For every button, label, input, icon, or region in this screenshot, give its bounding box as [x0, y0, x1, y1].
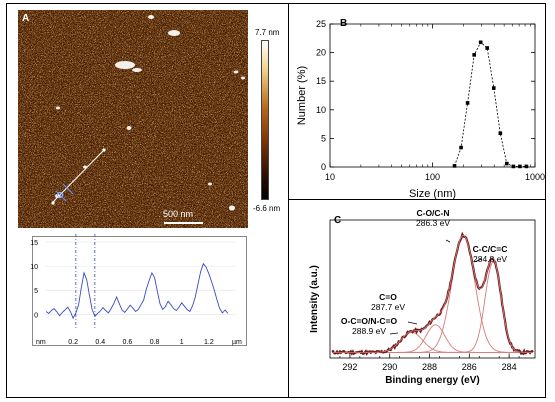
data-point	[511, 164, 516, 169]
x-tick-label: 1	[180, 339, 184, 346]
peak-annotation-arrow	[389, 332, 399, 335]
x-tick-label: 10	[325, 172, 335, 182]
size-distribution-chart: 0 5 10 15 20 25 10 100 1000 Size (nm) Number (%) B	[296, 18, 545, 200]
x-tick-label: 288	[422, 362, 437, 372]
peak-annotation-label: C-O/C-N	[416, 208, 449, 218]
x-tick-label: 1.2	[204, 339, 214, 346]
panel-label-a: A	[22, 13, 30, 24]
x-tick-label: 0.8	[150, 339, 160, 346]
height-profile-box	[32, 236, 247, 346]
height-profile-chart: 0 5 10 15 0.2 0.4 0.6 0.8 1 1.2 nm µm	[30, 234, 242, 346]
y-axis-label: nm	[36, 339, 46, 346]
data-point	[478, 40, 483, 45]
data-point	[472, 53, 476, 57]
colorbar-min-label: -6.6 nm	[253, 204, 281, 213]
y-tick-label: 10	[316, 105, 326, 115]
fit-envelope-line	[332, 234, 533, 353]
panel-divider-horizontal	[288, 199, 546, 200]
scalebar-label: 500 nm	[163, 209, 194, 219]
x-tick-label: 284	[502, 362, 517, 372]
x-axis-label: µm	[232, 339, 242, 346]
profile-series-line	[45, 262, 229, 320]
y-tick-label: 5	[34, 288, 38, 295]
data-point	[452, 164, 457, 168]
plot-frame	[329, 23, 536, 168]
x-tick-label: 0.6	[123, 339, 133, 346]
data-point	[465, 101, 470, 105]
peak-annotation-energy: 284.8 eV	[473, 254, 507, 264]
y-axis-label: Number (%)	[296, 66, 308, 125]
colorbar-max-label: 7.7 nm	[255, 28, 280, 37]
x-tick-label: 0.2	[68, 339, 78, 346]
peak-annotation-energy: 287.7 eV	[371, 302, 405, 312]
data-point	[491, 86, 496, 90]
data-point	[518, 164, 522, 169]
data-point	[485, 46, 490, 50]
peak-annotation-energy: 288.9 eV	[352, 326, 386, 336]
plot-frame	[329, 219, 536, 359]
peak-annotation-arrow	[473, 258, 483, 263]
y-tick-label: 20	[316, 48, 326, 58]
panel-divider-vertical	[288, 3, 289, 398]
x-tick-label: 1000	[525, 172, 545, 182]
data-point	[498, 131, 503, 136]
afm-panel: A 500 nm	[18, 10, 248, 228]
data-point	[459, 145, 463, 150]
y-tick-label: 0	[321, 162, 326, 172]
size-series-line	[454, 41, 527, 167]
colorbar	[261, 40, 269, 200]
x-axis-label: Size (nm)	[409, 188, 456, 200]
peak-annotation-arrow	[445, 239, 451, 243]
x-tick-label: 0.4	[95, 339, 105, 346]
x-tick-label: 100	[425, 172, 440, 182]
peak-annotation-arrow	[407, 321, 418, 325]
y-tick-label: 15	[316, 76, 326, 86]
y-tick-label: 10	[30, 264, 38, 271]
peak-annotation-label: C=O	[379, 292, 397, 302]
peak-annotation-label: C-C/C=C	[473, 244, 508, 254]
panel-label-c: C	[334, 215, 341, 226]
y-tick-label: 0	[34, 312, 38, 319]
figure-frame	[6, 3, 546, 398]
x-tick-label: 286	[462, 362, 477, 372]
y-tick-label: 15	[30, 240, 38, 247]
x-tick-label: 292	[342, 362, 357, 372]
data-point	[505, 161, 509, 166]
x-tick-label: 290	[382, 362, 397, 372]
xps-spectrum-chart: 292 290 288 286 284 Binding energy (eV) Intens…	[309, 208, 536, 386]
y-tick-label: 5	[321, 133, 326, 143]
peak-annotation-energy: 286.3 eV	[416, 218, 450, 228]
panel-label-b: B	[340, 18, 347, 29]
data-point	[524, 164, 529, 169]
y-tick-label: 25	[316, 19, 326, 29]
y-axis-label: Intensity (a.u.)	[309, 265, 320, 333]
x-axis-label: Binding energy (eV)	[385, 375, 479, 386]
peak-annotation-label: O-C=O/N-C=O	[341, 316, 398, 326]
afm-image	[18, 10, 248, 228]
